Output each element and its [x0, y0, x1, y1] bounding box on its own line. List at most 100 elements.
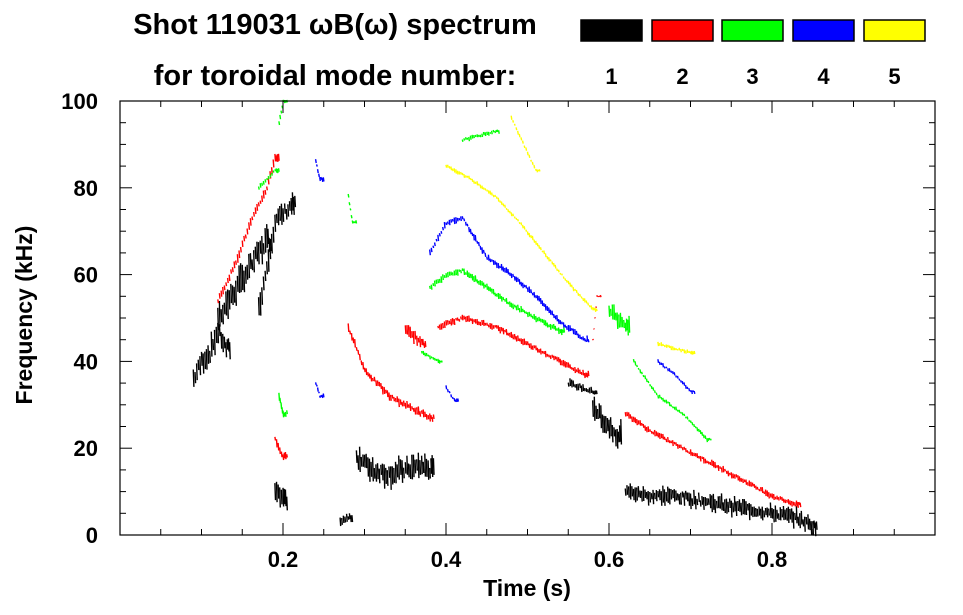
spectral-mark [469, 318, 472, 322]
spectral-mark [579, 293, 581, 297]
spectral-mark [533, 345, 536, 349]
spectral-mark [579, 334, 581, 340]
spectral-mark [645, 378, 648, 383]
spectral-mark [564, 361, 567, 368]
spectral-mark [552, 323, 555, 330]
spectral-mark [401, 401, 404, 407]
spectral-mark [427, 414, 430, 420]
spectral-mark [486, 189, 489, 192]
spectral-mark [205, 349, 208, 370]
spectral-mark [380, 383, 383, 389]
spectral-mark [663, 436, 666, 441]
spectral-mark [367, 372, 370, 377]
spectral-mark [497, 292, 500, 300]
spectral-mark [487, 254, 490, 261]
spectral-mark [461, 216, 464, 220]
spectral-mark [657, 491, 660, 498]
spectral-mark [658, 342, 661, 346]
spectral-mark [761, 487, 764, 494]
spectral-mark [420, 410, 423, 415]
spectral-mark [678, 494, 681, 505]
spectral-mark [277, 208, 280, 226]
spectral-mark [450, 219, 453, 223]
spectral-mark [665, 366, 668, 369]
spectral-mark [257, 242, 260, 265]
spectral-mark [512, 273, 515, 278]
spectral-mark [675, 406, 678, 411]
spectral-mark [274, 483, 277, 501]
spectral-mark [495, 293, 498, 297]
spectral-mark [225, 342, 228, 358]
spectral-mark [696, 498, 699, 506]
spectral-mark [435, 279, 438, 284]
spectral-mark [320, 176, 323, 180]
spectral-mark [432, 283, 435, 287]
spectral-mark [598, 295, 601, 298]
spectral-mark [241, 240, 244, 247]
spectral-mark [771, 493, 774, 499]
spectral-mark [681, 491, 684, 498]
spectral-mark [709, 461, 712, 466]
spectral-mark [267, 228, 270, 245]
spectral-mark [797, 516, 800, 526]
spectral-mark [727, 501, 730, 513]
spectral-mark [802, 519, 805, 527]
spectral-mark [608, 419, 611, 439]
spectral-mark [595, 390, 598, 395]
spectral-mark [660, 342, 663, 347]
spectral-mark [389, 466, 392, 490]
spectral-mark [668, 368, 671, 372]
spectral-mark [454, 399, 457, 403]
spectral-mark [782, 505, 785, 521]
spectral-mark [681, 348, 684, 352]
spectral-mark [264, 189, 267, 195]
spectral-mark [582, 384, 585, 392]
spectral-mark [409, 403, 412, 412]
spectral-mark [469, 177, 472, 181]
spectral-mark [314, 382, 317, 386]
spectral-mark [761, 506, 764, 521]
spectral-mark [419, 460, 422, 475]
spectral-mark [662, 343, 665, 347]
spectral-mark [792, 501, 795, 506]
spectral-mark [515, 127, 518, 131]
spectral-mark [644, 489, 647, 498]
spectral-mark [636, 364, 638, 368]
spectral-mark [262, 180, 265, 185]
spectral-mark [456, 269, 459, 276]
spectral-mark [450, 394, 453, 398]
spectral-mark [430, 356, 433, 359]
spectral-mark [541, 300, 544, 306]
spectral-mark [686, 450, 689, 453]
plot-marks [192, 99, 818, 537]
spectral-mark [412, 407, 415, 412]
spectral-mark [665, 438, 668, 443]
spectral-mark [694, 495, 697, 510]
spectral-mark [209, 350, 211, 363]
series-4-segment-0 [429, 216, 590, 343]
spectral-mark [784, 499, 787, 504]
spectral-mark [489, 323, 492, 329]
spectral-mark [515, 305, 518, 311]
spectral-mark [518, 308, 521, 313]
spectral-mark [634, 361, 637, 366]
x-tick-label: 0.2 [268, 547, 299, 572]
spectral-mark [274, 214, 277, 232]
legend-swatch-1 [580, 19, 643, 42]
spectral-mark [567, 382, 570, 387]
spectral-mark [609, 308, 612, 316]
spectral-mark [251, 259, 254, 271]
spectral-mark [670, 404, 673, 407]
spectral-mark [627, 412, 630, 419]
spectral-mark [580, 336, 583, 340]
spectral-mark [678, 409, 681, 413]
spectral-mark [275, 168, 278, 173]
spectral-mark [504, 299, 506, 302]
spectral-mark [531, 235, 534, 241]
spectral-mark [577, 292, 580, 296]
spectral-mark [667, 344, 669, 348]
spectral-mark [468, 227, 471, 233]
spectral-mark [813, 520, 816, 529]
spectral-mark [564, 324, 567, 328]
spectral-mark [684, 447, 687, 453]
